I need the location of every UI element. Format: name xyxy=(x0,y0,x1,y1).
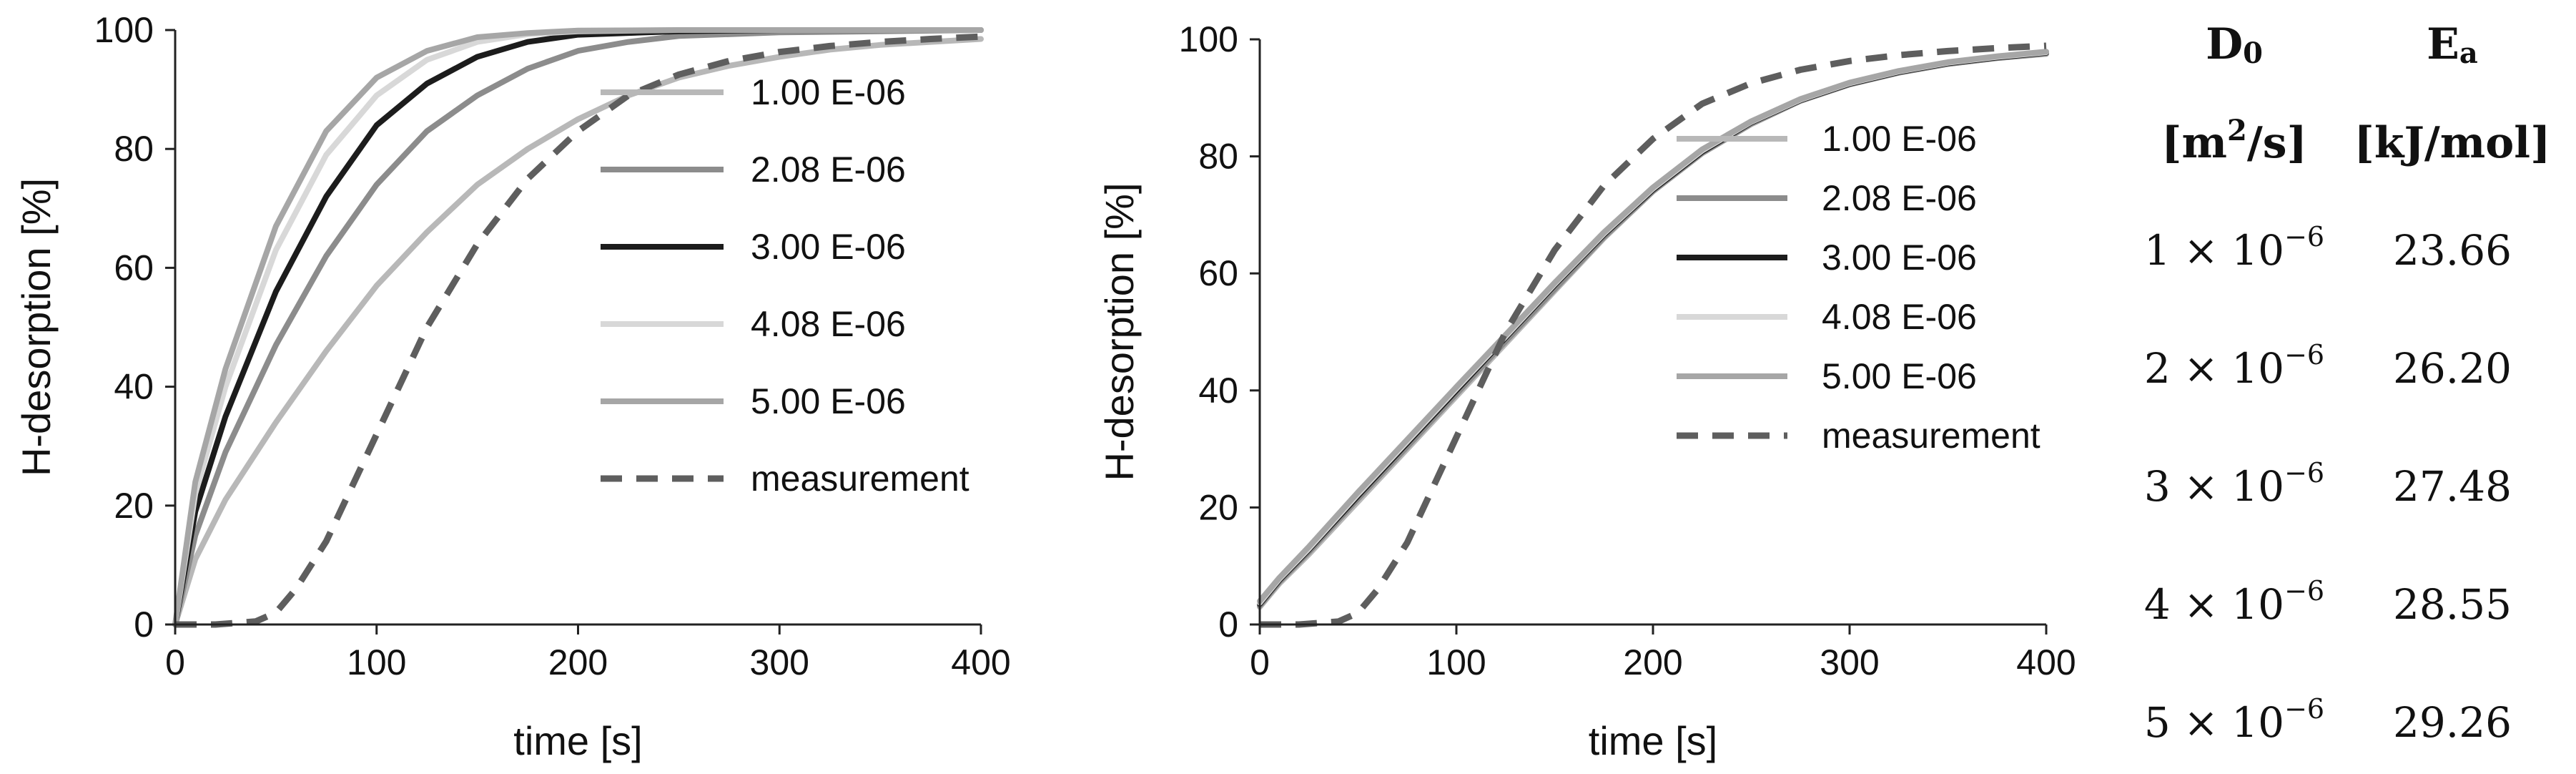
legend-label-5: 5.00 E-06 xyxy=(1822,356,1977,396)
x-tick-label: 0 xyxy=(1250,642,1270,682)
y-tick-label: 100 xyxy=(1179,19,1238,59)
series-line-1 xyxy=(172,36,984,627)
x-tick-label: 400 xyxy=(2016,642,2076,682)
table-cell-diffusivity: 1 × 10−6 xyxy=(2144,221,2324,275)
table-cell-energy: 27.48 xyxy=(2393,462,2512,511)
y-axis-title: H-desorption [%] xyxy=(1097,182,1142,481)
table-cell-energy: 28.55 xyxy=(2393,580,2512,629)
chart-right: 0 100 200 300 400 0 20 40 60 80 100 time [s] H-desor… xyxy=(1097,19,2076,763)
y-tick-label: 0 xyxy=(134,604,154,645)
table-cell-diffusivity: 2 × 10−6 xyxy=(2144,339,2324,393)
table-header-ea-unit: [kJ/mol] xyxy=(2354,118,2551,168)
legend-label-6: measurement xyxy=(1822,416,2040,456)
table-cell-diffusivity: 5 × 10−6 xyxy=(2144,693,2324,747)
y-tick-label: 100 xyxy=(94,10,154,50)
x-tick-label: 400 xyxy=(951,642,1010,682)
table-header-ea: Ea xyxy=(2427,19,2478,70)
table-cell-diffusivity: 4 × 10−6 xyxy=(2144,575,2324,629)
legend-label-4: 4.08 E-06 xyxy=(751,304,906,344)
legend: 1.00 E-06 2.08 E-06 3.00 E-06 4.08 E-06 5.00… xyxy=(601,72,969,499)
table-cell-energy: 23.66 xyxy=(2393,226,2512,275)
legend-label-3: 3.00 E-06 xyxy=(1822,237,1977,278)
y-axis-title: H-desorption [%] xyxy=(14,178,59,476)
y-tick-label: 20 xyxy=(1198,487,1238,527)
series-line-2 xyxy=(172,27,984,627)
table-cell-diffusivity: 3 × 10−6 xyxy=(2144,457,2324,511)
series-line-5 xyxy=(172,27,984,627)
y-tick-label: 20 xyxy=(114,486,154,526)
y-tick-label: 80 xyxy=(1198,137,1238,177)
x-tick-label: 200 xyxy=(1623,642,1682,682)
x-axis-title: time [s] xyxy=(513,718,642,763)
chart-left: 0 100 200 300 400 0 20 40 60 80 100 time [s] H-desor… xyxy=(14,10,1011,763)
y-tick-label: 60 xyxy=(114,248,154,288)
series-group xyxy=(172,27,984,628)
legend-label-5: 5.00 E-06 xyxy=(751,381,906,421)
x-tick-label: 300 xyxy=(1820,642,1879,682)
y-tick-label: 40 xyxy=(114,367,154,407)
series-line-5 xyxy=(1257,49,2049,604)
series-line-6 xyxy=(175,33,982,628)
y-tick-label: 80 xyxy=(114,129,154,169)
legend-label-1: 1.00 E-06 xyxy=(751,72,906,112)
y-tick-label: 60 xyxy=(1198,253,1238,293)
x-tick-label: 300 xyxy=(750,642,809,682)
x-tick-label: 200 xyxy=(548,642,608,682)
table-header-d0-unit: [m2/s] xyxy=(2161,114,2307,168)
table-cell-energy: 29.26 xyxy=(2393,698,2512,747)
legend: 1.00 E-06 2.08 E-06 3.00 E-06 4.08 E-06 5.00… xyxy=(1677,119,2040,456)
parameter-table: D0 [m2/s] Ea [kJ/mol] 1 × 10−6 23.66 2 × 1… xyxy=(2144,19,2551,747)
series-group xyxy=(1257,42,2049,628)
table-cell-energy: 26.20 xyxy=(2393,344,2512,393)
legend-label-2: 2.08 E-06 xyxy=(1822,178,1977,218)
y-tick-label: 40 xyxy=(1198,371,1238,411)
legend-label-3: 3.00 E-06 xyxy=(751,227,906,267)
x-tick-label: 100 xyxy=(347,642,406,682)
legend-label-2: 2.08 E-06 xyxy=(751,150,906,190)
x-tick-label: 100 xyxy=(1426,642,1486,682)
y-tick-label: 0 xyxy=(1218,604,1238,645)
legend-label-4: 4.08 E-06 xyxy=(1822,297,1977,337)
table-header-d0: D0 xyxy=(2206,19,2263,70)
legend-label-6: measurement xyxy=(751,459,969,499)
x-axis-title: time [s] xyxy=(1589,718,1717,763)
legend-label-1: 1.00 E-06 xyxy=(1822,119,1977,159)
x-tick-label: 0 xyxy=(165,642,185,682)
